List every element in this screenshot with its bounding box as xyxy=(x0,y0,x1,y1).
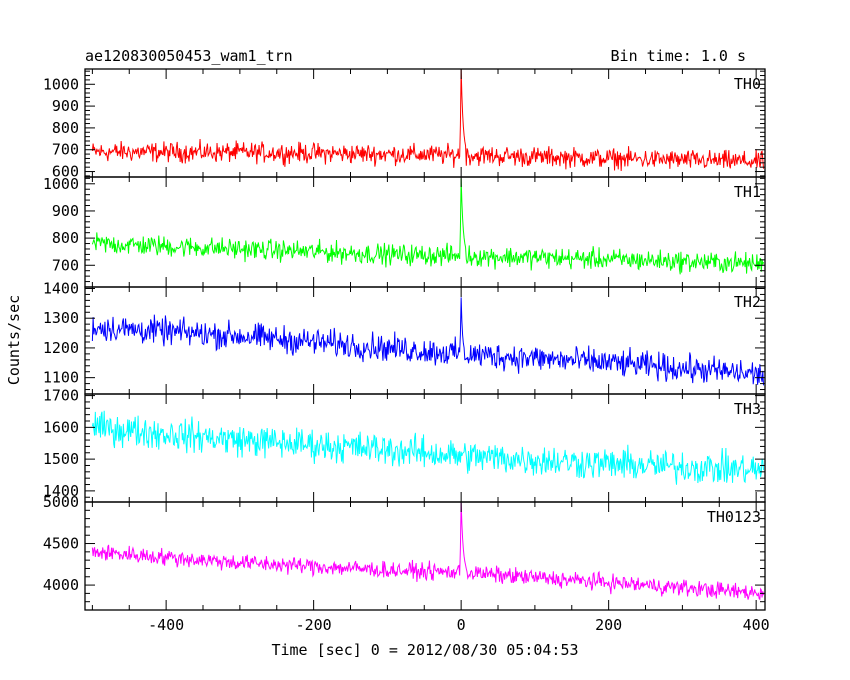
panels-group: TH0 600 700 800 900 1000 TH1 700 800 900 1000 TH2 11… xyxy=(43,68,770,634)
panel-frame xyxy=(84,286,766,395)
y-tick-label: 1600 xyxy=(43,418,79,436)
y-tick-label: 1100 xyxy=(43,369,79,387)
x-tick-label: 200 xyxy=(595,616,622,634)
x-axis-label: Time [sec] 0 = 2012/08/30 05:04:53 xyxy=(271,641,578,659)
y-tick-label: 800 xyxy=(52,229,79,247)
panel-frame xyxy=(84,501,766,611)
series-line-th1 xyxy=(91,178,764,275)
y-tick-label: 1400 xyxy=(43,482,79,500)
y-tick-label: 1000 xyxy=(43,75,79,93)
series-label-th0123: TH0123 xyxy=(707,508,761,526)
x-tick-label: -400 xyxy=(148,616,184,634)
panel-frame xyxy=(84,176,766,288)
y-tick-label: 4000 xyxy=(43,576,79,594)
panel-th2: TH2 1100 1200 1300 1400 xyxy=(43,279,766,395)
series-label-th0: TH0 xyxy=(734,75,761,93)
y-tick-label: 1200 xyxy=(43,339,79,357)
series-label-th1: TH1 xyxy=(734,183,761,201)
y-tick-label: 600 xyxy=(52,163,79,181)
series-label-th3: TH3 xyxy=(734,400,761,418)
y-tick-label: 900 xyxy=(52,97,79,115)
series-label-th2: TH2 xyxy=(734,293,761,311)
series-line-th0 xyxy=(91,69,765,172)
series-line-th2 xyxy=(91,297,765,386)
y-tick-label: 700 xyxy=(52,256,79,274)
y-tick-label: 1500 xyxy=(43,450,79,468)
y-tick-label: 800 xyxy=(52,119,79,137)
y-tick-label: 700 xyxy=(52,141,79,159)
chart-title: ae120830050453_wam1_trn xyxy=(85,47,293,65)
series-line-th3 xyxy=(91,410,765,485)
panel-th1: TH1 700 800 900 1000 xyxy=(43,175,766,288)
y-tick-label: 4500 xyxy=(43,535,79,553)
panel-th0: TH0 600 700 800 900 1000 xyxy=(43,68,766,181)
y-tick-label: 1700 xyxy=(43,387,79,405)
y-tick-label: 900 xyxy=(52,202,79,220)
y-tick-label: 1300 xyxy=(43,309,79,327)
bin-time-label: Bin time: 1.0 s xyxy=(611,47,746,65)
x-tick-label: 400 xyxy=(743,616,770,634)
series-line-th0123 xyxy=(91,502,765,601)
panel-th3: TH3 1400 1500 1600 1700 xyxy=(43,387,766,503)
y-tick-label: 1000 xyxy=(43,175,79,193)
x-tick-label: -200 xyxy=(296,616,332,634)
y-axis-label: Counts/sec xyxy=(5,295,23,385)
y-tick-label: 1400 xyxy=(43,279,79,297)
y-tick-label: 5000 xyxy=(43,493,79,511)
panel-th0123: TH0123 4000 4500 5000 -400 -200 0 200 400 xyxy=(43,493,770,634)
x-tick-label: 0 xyxy=(457,616,466,634)
